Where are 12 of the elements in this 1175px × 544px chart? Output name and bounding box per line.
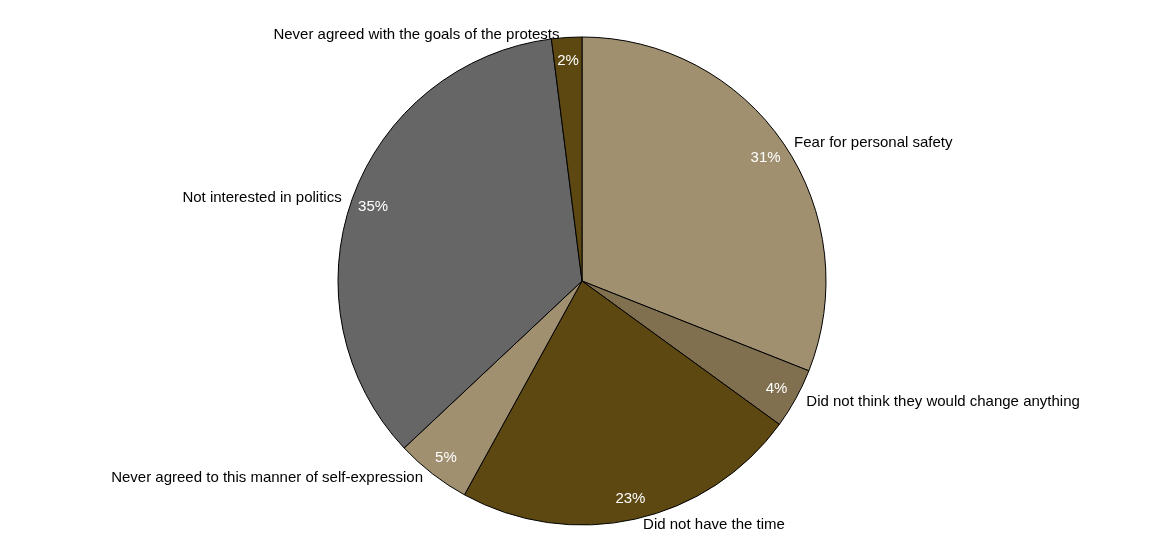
data-label: 5% <box>435 447 457 465</box>
slice-label: Never agreed to this manner of self-expression <box>111 468 423 486</box>
data-label: 23% <box>615 489 646 507</box>
data-label: 4% <box>765 379 788 397</box>
data-label: 31% <box>750 147 781 165</box>
data-label: 35% <box>358 197 389 215</box>
slice-label: Did not think they would change anything <box>806 391 1080 409</box>
slice-label: Not interested in politics <box>182 188 342 206</box>
slice-label: Fear for personal safety <box>794 133 954 151</box>
data-label: 2% <box>557 50 579 68</box>
slice-label: Never agreed with the goals of the protests <box>273 24 560 42</box>
slice-label: Did not have the time <box>643 514 785 532</box>
